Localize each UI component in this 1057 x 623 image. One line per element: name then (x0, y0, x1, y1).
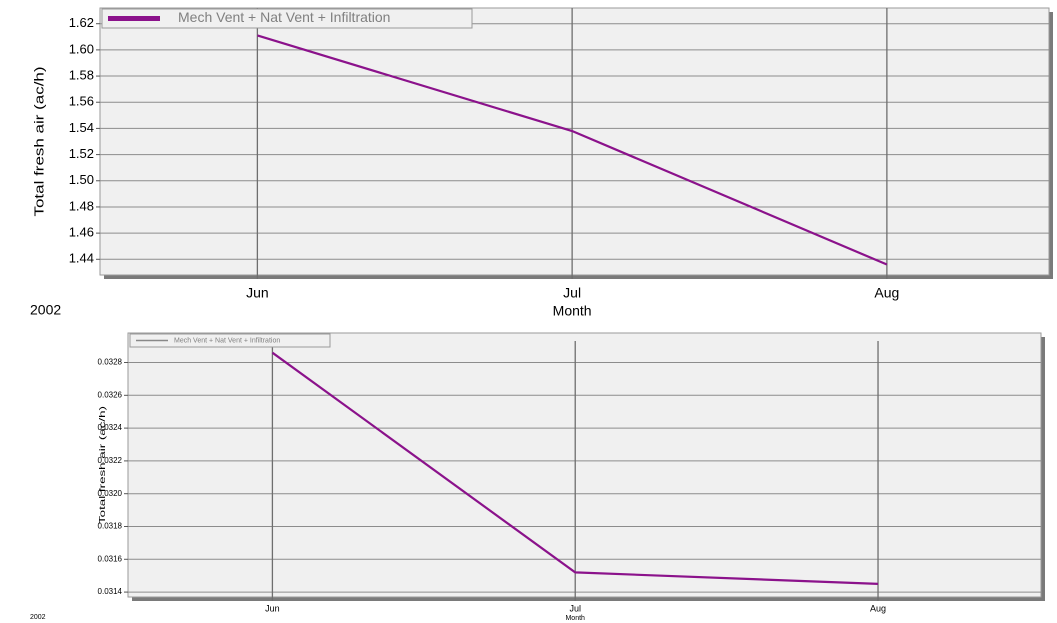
y-tick-label: 0.0320 (98, 489, 123, 498)
y-tick-label: 0.0326 (98, 390, 123, 399)
y-tick-label: 0.0324 (98, 423, 123, 432)
x-tick-label: Jul (563, 285, 581, 301)
data-line (271, 351, 879, 585)
y-tick-label: 1.46 (69, 225, 94, 240)
y-axis-label: Total fresh air (ac/h) (31, 67, 46, 217)
legend-label: Mech Vent + Nat Vent + Infiltration (174, 337, 280, 344)
x-axis-label: Month (565, 615, 585, 622)
y-tick-label: 1.62 (69, 15, 94, 30)
y-tick-label: 0.0314 (98, 587, 123, 596)
y-tick-label: 1.44 (69, 251, 94, 266)
y-tick-label: 0.0316 (98, 554, 123, 563)
year-label: 2002 (30, 302, 61, 318)
x-tick-label: Jul (569, 603, 581, 613)
year-label: 2002 (30, 614, 46, 621)
x-tick-label: Jun (265, 603, 280, 613)
y-tick-label: 1.48 (69, 198, 94, 213)
plot-area (127, 332, 1042, 598)
plot-area (99, 7, 1050, 276)
x-axis-label: Month (553, 303, 592, 319)
y-tick-label: 0.0328 (98, 358, 123, 367)
y-tick-label: 1.54 (69, 120, 94, 135)
x-tick-label: Aug (870, 603, 886, 613)
y-axis-label: Total fresh air (ac/h) (98, 405, 107, 524)
y-tick-label: 0.0322 (98, 456, 123, 465)
y-tick-label: 1.56 (69, 94, 94, 109)
legend-box (129, 333, 331, 348)
y-tick-label: 1.60 (69, 41, 94, 56)
legend-label: Mech Vent + Nat Vent + Infiltration (178, 9, 390, 25)
y-tick-label: 0.0318 (98, 522, 123, 531)
y-tick-label: 1.58 (69, 67, 94, 82)
x-tick-label: Jun (246, 285, 269, 301)
data-line (257, 34, 888, 266)
y-tick-label: 1.50 (69, 172, 94, 187)
legend-box (101, 8, 473, 29)
x-tick-label: Aug (874, 285, 899, 301)
y-tick-label: 1.52 (69, 146, 94, 161)
